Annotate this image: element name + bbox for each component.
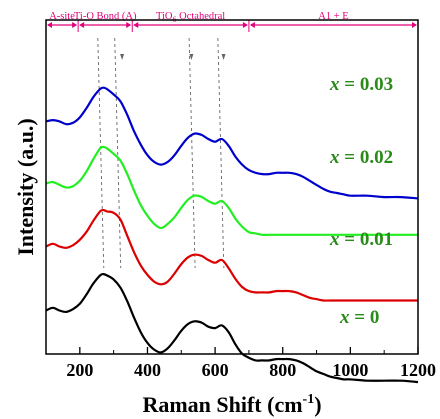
series-lines — [45, 86, 419, 384]
series-line — [45, 86, 419, 200]
x-axis-title-close: ) — [314, 392, 321, 417]
region-arrowhead-right — [126, 22, 132, 28]
x-tick-label: 800 — [269, 360, 296, 380]
region-arrowhead-left — [79, 22, 85, 28]
series-line — [45, 145, 418, 236]
region-arrowhead-left — [133, 22, 139, 28]
dashed-guide — [114, 37, 122, 269]
series-label: x = 0.03 — [329, 74, 393, 95]
dashed-guide — [217, 37, 225, 269]
peak-arrow — [221, 54, 226, 60]
region-arrowhead-left — [249, 22, 255, 28]
x-axis-title-main: Raman Shift (cm — [142, 392, 302, 417]
dashed-guides — [97, 37, 226, 269]
series-labels: x = 0.03 x = 0.02 x = 0.01 x = 0 — [329, 74, 393, 328]
x-axis-ticks: 200 400 600 800 1000 1200 — [45, 347, 436, 380]
x-tick-label: 200 — [66, 360, 93, 380]
region-arrowhead-right — [72, 22, 78, 28]
x-tick-label: 1000 — [332, 360, 368, 380]
series-label: x = 0.02 — [329, 147, 393, 168]
region-label: TiO6 Octahedral — [156, 11, 225, 24]
series-line — [45, 272, 419, 384]
region-label: A1 + E — [318, 11, 348, 22]
x-tick-label: 1200 — [400, 360, 436, 380]
dashed-guide — [188, 37, 196, 269]
region-arrowhead-right — [412, 22, 417, 28]
x-axis-title-sup: -1 — [303, 392, 315, 407]
peak-arrow — [189, 54, 194, 60]
region-arrowhead-left — [47, 22, 52, 28]
plot-frame — [45, 19, 419, 355]
peak-arrow — [120, 54, 125, 60]
x-tick-label: 600 — [202, 360, 229, 380]
x-tick-label: 400 — [134, 360, 161, 380]
series-line — [45, 208, 418, 302]
y-axis-title: Intensity (a.u.) — [13, 118, 38, 256]
region-label: Ti-O Bond (A) — [74, 11, 137, 22]
series-label: x = 0.01 — [329, 229, 393, 250]
dashed-guide — [97, 37, 105, 269]
region-arrowhead-right — [242, 22, 248, 28]
x-axis-title: Raman Shift (cm-1) — [142, 392, 321, 417]
region-label: A-site — [49, 11, 75, 22]
series-label: x = 0 — [339, 307, 379, 328]
